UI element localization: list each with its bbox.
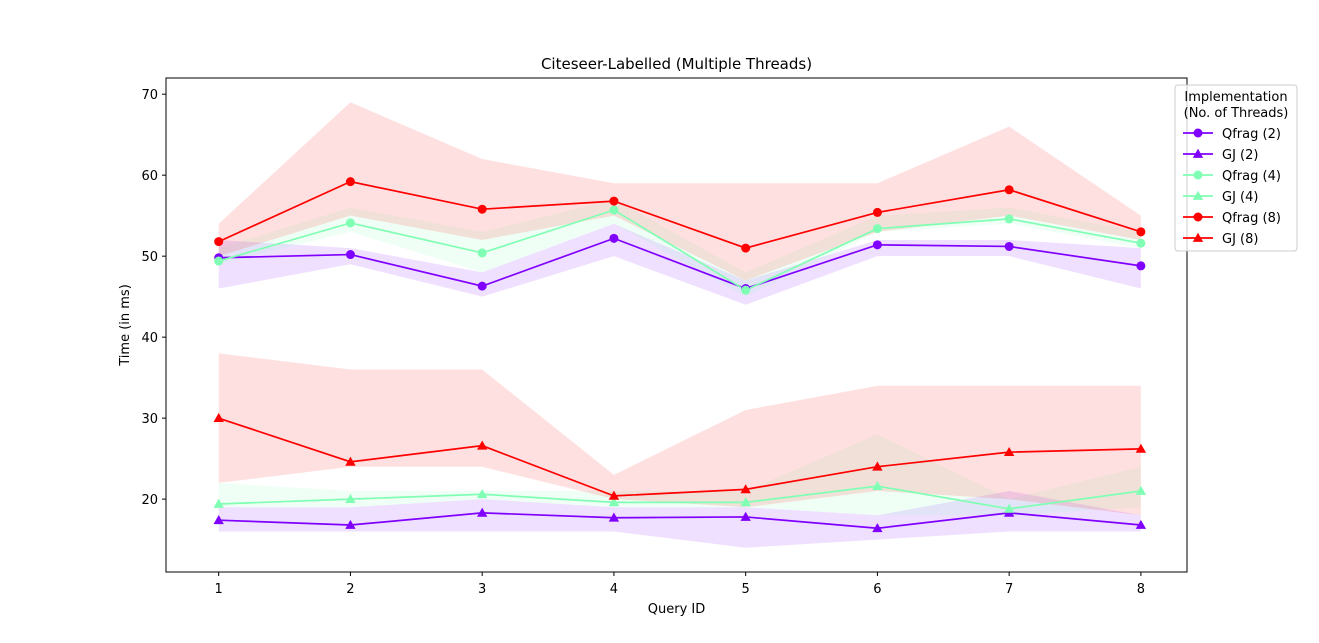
point-gj-2: [740, 511, 751, 521]
x-tick-label: 3: [478, 582, 486, 597]
legend-marker-qfrag-4: [1193, 170, 1203, 180]
series-markers: [213, 177, 1147, 533]
band-qfrag-4-: [218, 199, 1141, 297]
legend-label-qfrag-4: Qfrag (4): [1222, 169, 1281, 184]
point-qfrag-4: [477, 248, 487, 258]
point-qfrag-2: [609, 233, 619, 243]
legend-label-gj-8: GJ (8): [1222, 232, 1258, 247]
legend-label-gj-2: GJ (2): [1222, 148, 1258, 163]
point-gj-8: [740, 484, 751, 494]
point-gj-4: [213, 498, 224, 508]
x-tick-label: 2: [346, 582, 354, 597]
legend-label-qfrag-2: Qfrag (2): [1222, 127, 1281, 142]
point-gj-4: [1003, 503, 1015, 513]
legend: Implementation (No. of Threads) Qfrag (2…: [1174, 84, 1298, 252]
point-gj-2: [213, 514, 224, 525]
series-lines: [218, 180, 1142, 530]
x-axis-ticks: 1 2 3 4 5 6 7 8: [215, 572, 1145, 597]
legend-marker-qfrag-8: [1193, 212, 1203, 222]
point-gj-8: [213, 412, 224, 423]
point-qfrag-4: [1004, 214, 1014, 224]
point-qfrag-2: [1004, 241, 1014, 251]
y-axis-ticks: 20 30 40 50 60 70: [141, 88, 166, 508]
band-gj-8-: [218, 353, 1141, 516]
x-tick-label: 5: [742, 582, 750, 597]
legend-subtitle: (No. of Threads): [1184, 106, 1289, 121]
point-gj-8: [1135, 443, 1147, 453]
y-tick-label: 50: [141, 250, 158, 265]
line-qfrag-8-: [218, 180, 1142, 249]
point-qfrag-8: [741, 243, 751, 253]
y-tick-label: 40: [141, 331, 158, 346]
point-qfrag-8: [214, 237, 224, 247]
point-qfrag-4: [1136, 238, 1146, 248]
point-gj-2: [608, 512, 620, 522]
point-gj-4: [1135, 485, 1147, 495]
point-gj-4: [872, 480, 883, 491]
point-qfrag-2: [872, 240, 882, 250]
point-qfrag-4: [345, 218, 355, 228]
point-qfrag-4: [609, 205, 619, 215]
legend-box: [1174, 84, 1298, 252]
plot-frame: [165, 77, 1188, 573]
legend-marker-gj-2: [1192, 148, 1204, 158]
point-gj-4: [740, 497, 751, 507]
x-tick-label: 4: [610, 582, 618, 597]
y-tick-label: 60: [141, 169, 158, 184]
line-qfrag-2-: [218, 237, 1142, 290]
point-qfrag-8: [345, 177, 355, 187]
point-qfrag-2: [1136, 261, 1146, 271]
point-qfrag-8: [609, 196, 619, 206]
point-gj-8: [1003, 446, 1015, 457]
legend-marker-qfrag-2: [1193, 128, 1203, 138]
point-qfrag-8: [1004, 185, 1014, 195]
point-qfrag-4: [741, 285, 751, 295]
line-gj-8-: [218, 417, 1141, 497]
x-tick-label: 6: [873, 582, 881, 597]
y-tick-label: 70: [141, 88, 158, 103]
line-gj-4-: [218, 485, 1142, 510]
point-gj-2: [476, 507, 488, 517]
point-gj-2: [872, 523, 883, 533]
legend-items: Qfrag (2) GJ (2) Qfrag (4) GJ (4) Qfrag (8) G…: [1183, 127, 1281, 247]
point-gj-2: [345, 519, 356, 529]
point-qfrag-4: [214, 256, 224, 266]
point-gj-8: [872, 461, 883, 471]
point-gj-8: [608, 490, 620, 500]
y-axis-label: Time (in ms): [118, 284, 133, 367]
point-gj-4: [345, 493, 356, 504]
point-qfrag-2: [345, 250, 355, 260]
x-axis-label: Query ID: [648, 602, 705, 617]
band-qfrag-8-: [218, 102, 1141, 281]
x-tick-label: 7: [1005, 582, 1013, 597]
confidence-bands: [218, 102, 1141, 548]
point-gj-4: [608, 497, 620, 507]
y-tick-label: 30: [141, 412, 158, 427]
line-gj-2-: [218, 512, 1141, 530]
point-qfrag-8: [477, 204, 487, 214]
point-qfrag-8: [872, 207, 882, 217]
point-qfrag-8: [1136, 227, 1146, 237]
band-gj-2-: [218, 491, 1141, 548]
point-qfrag-4: [872, 224, 882, 234]
legend-title: Implementation: [1184, 90, 1287, 105]
chart-title: Citeseer-Labelled (Multiple Threads): [541, 55, 812, 73]
point-gj-2: [1135, 519, 1147, 529]
legend-marker-gj-4: [1192, 190, 1204, 200]
legend-label-gj-4: GJ (4): [1222, 190, 1258, 205]
line-qfrag-4-: [218, 209, 1142, 292]
point-qfrag-2: [477, 281, 487, 291]
x-tick-label: 8: [1137, 582, 1145, 597]
legend-label-qfrag-8: Qfrag (8): [1222, 211, 1281, 226]
x-tick-label: 1: [215, 582, 223, 597]
point-gj-8: [476, 440, 488, 450]
legend-marker-gj-8: [1192, 232, 1204, 242]
y-tick-label: 20: [141, 493, 158, 508]
point-gj-8: [345, 456, 356, 466]
point-gj-4: [476, 489, 488, 499]
